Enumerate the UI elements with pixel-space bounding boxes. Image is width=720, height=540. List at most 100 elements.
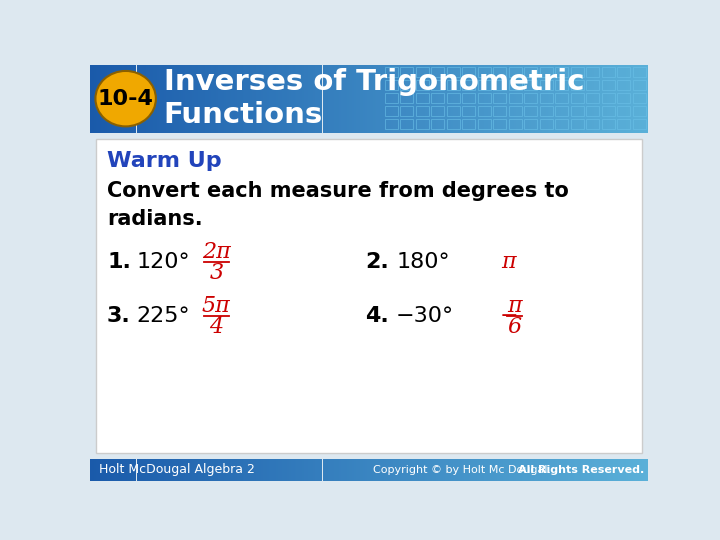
Bar: [557, 65, 559, 132]
Bar: [246, 65, 248, 132]
Bar: [462, 93, 475, 103]
Bar: [539, 67, 553, 77]
Bar: [490, 459, 492, 481]
Bar: [400, 80, 413, 90]
Bar: [412, 65, 413, 132]
Bar: [601, 67, 615, 77]
Bar: [304, 65, 306, 132]
Bar: [644, 459, 646, 481]
Bar: [618, 65, 620, 132]
Bar: [307, 459, 310, 481]
Bar: [110, 459, 112, 481]
Bar: [378, 459, 380, 481]
Bar: [326, 459, 328, 481]
Bar: [96, 459, 97, 481]
Bar: [218, 459, 220, 481]
Bar: [555, 459, 557, 481]
Bar: [207, 459, 209, 481]
Bar: [594, 459, 596, 481]
Bar: [96, 65, 97, 132]
Bar: [137, 65, 138, 132]
Bar: [138, 459, 140, 481]
Bar: [400, 65, 402, 132]
Bar: [446, 80, 459, 90]
Bar: [285, 65, 287, 132]
Text: −30°: −30°: [396, 306, 454, 326]
Bar: [132, 65, 135, 132]
Text: 5π: 5π: [202, 295, 230, 317]
Bar: [250, 459, 252, 481]
Text: Convert each measure from degrees to
radians.: Convert each measure from degrees to rad…: [107, 181, 569, 229]
Bar: [414, 65, 415, 132]
Bar: [406, 65, 408, 132]
Bar: [243, 65, 244, 132]
Bar: [510, 65, 512, 132]
Bar: [163, 459, 164, 481]
Bar: [566, 65, 568, 132]
Bar: [542, 459, 544, 481]
Bar: [293, 65, 294, 132]
Bar: [555, 119, 568, 130]
Bar: [617, 119, 630, 130]
Bar: [124, 459, 125, 481]
Bar: [110, 65, 112, 132]
Bar: [472, 65, 473, 132]
Bar: [240, 459, 243, 481]
Bar: [629, 65, 631, 132]
Bar: [549, 459, 552, 481]
Bar: [306, 459, 307, 481]
Bar: [449, 459, 451, 481]
Bar: [323, 459, 324, 481]
Bar: [469, 459, 472, 481]
Bar: [479, 459, 481, 481]
Bar: [213, 65, 215, 132]
Bar: [523, 459, 526, 481]
Bar: [402, 65, 405, 132]
Text: π: π: [508, 295, 522, 317]
Bar: [603, 459, 606, 481]
Bar: [248, 65, 250, 132]
Bar: [508, 106, 522, 117]
Bar: [485, 65, 486, 132]
Bar: [503, 459, 505, 481]
Bar: [516, 65, 518, 132]
Bar: [632, 67, 646, 77]
Bar: [328, 65, 330, 132]
Bar: [521, 65, 523, 132]
Bar: [390, 65, 392, 132]
Bar: [259, 459, 261, 481]
Bar: [493, 93, 506, 103]
Bar: [555, 65, 557, 132]
Bar: [235, 459, 237, 481]
Bar: [196, 65, 198, 132]
Bar: [116, 65, 118, 132]
Bar: [527, 459, 529, 481]
Bar: [365, 459, 367, 481]
Bar: [617, 80, 630, 90]
Bar: [485, 459, 486, 481]
Bar: [518, 65, 520, 132]
Bar: [271, 459, 272, 481]
Bar: [387, 65, 390, 132]
Ellipse shape: [96, 71, 156, 126]
Bar: [613, 65, 615, 132]
Bar: [220, 65, 222, 132]
Bar: [266, 459, 269, 481]
Bar: [639, 65, 641, 132]
Bar: [505, 65, 507, 132]
Bar: [244, 459, 246, 481]
Bar: [307, 65, 310, 132]
Bar: [555, 67, 568, 77]
Bar: [617, 106, 630, 117]
Bar: [252, 65, 253, 132]
Bar: [547, 459, 549, 481]
Bar: [333, 65, 336, 132]
Bar: [498, 65, 499, 132]
Bar: [161, 65, 163, 132]
Bar: [464, 459, 466, 481]
Bar: [635, 459, 637, 481]
Bar: [186, 459, 189, 481]
Bar: [330, 65, 332, 132]
Bar: [311, 459, 313, 481]
Bar: [361, 459, 364, 481]
